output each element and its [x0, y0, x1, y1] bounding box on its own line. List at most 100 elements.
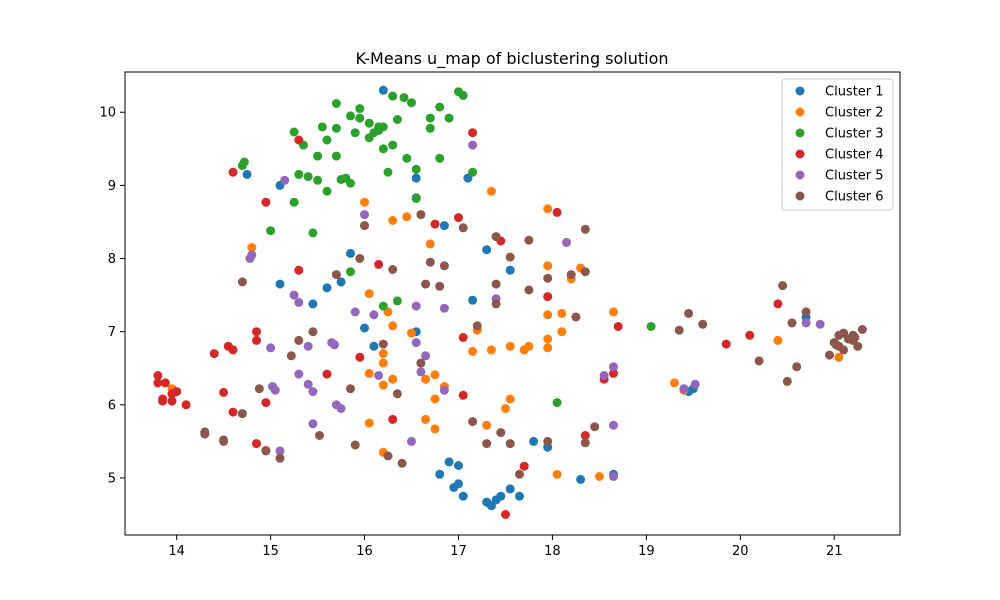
data-point — [519, 461, 529, 471]
data-point — [360, 197, 369, 207]
data-point — [261, 197, 271, 207]
data-point — [594, 472, 604, 481]
data-point — [378, 301, 388, 311]
data-point — [336, 404, 346, 413]
data-point — [322, 369, 332, 379]
plot-frame — [124, 71, 901, 536]
data-point — [482, 245, 492, 255]
data-point — [388, 374, 398, 384]
data-point — [388, 321, 398, 331]
data-point — [430, 370, 440, 380]
data-point — [439, 385, 449, 395]
data-point — [286, 351, 296, 361]
data-point — [801, 318, 811, 328]
data-point — [411, 301, 421, 311]
data-point — [336, 277, 346, 287]
legend-label: Cluster 4 — [825, 148, 884, 163]
data-point — [369, 310, 379, 320]
data-point — [383, 167, 393, 177]
data-point — [857, 325, 867, 334]
data-point — [355, 254, 365, 263]
data-point — [388, 414, 398, 424]
data-point — [491, 299, 501, 309]
data-point — [237, 277, 247, 287]
data-point — [458, 333, 468, 342]
data-point — [482, 420, 492, 430]
data-point — [745, 330, 755, 340]
data-point — [355, 352, 365, 362]
data-point — [369, 341, 379, 351]
data-point — [576, 474, 586, 484]
data-point — [411, 194, 421, 203]
data-point — [580, 438, 590, 448]
data-point — [237, 409, 247, 419]
data-point — [167, 396, 177, 406]
series-5 — [245, 140, 825, 481]
legend-marker — [795, 107, 805, 117]
y-tick-label: 6 — [108, 398, 116, 413]
data-point — [543, 204, 553, 214]
data-point — [172, 387, 182, 397]
data-point — [388, 216, 398, 225]
x-tick-label: 18 — [544, 544, 561, 559]
legend-box — [781, 78, 894, 211]
data-point — [505, 265, 515, 275]
data-point — [313, 151, 323, 161]
legend-label: Cluster 3 — [825, 127, 884, 142]
data-point — [454, 479, 463, 489]
data-point — [228, 167, 238, 177]
legend-marker — [795, 86, 805, 96]
data-point — [346, 178, 355, 188]
data-point — [458, 223, 468, 233]
data-point — [439, 221, 449, 231]
legend-marker — [795, 128, 805, 138]
data-point — [374, 126, 384, 135]
data-point — [501, 510, 510, 519]
x-tick-label: 16 — [356, 544, 373, 559]
data-point — [294, 265, 304, 275]
data-point — [261, 398, 271, 408]
data-point — [792, 362, 802, 372]
data-point — [496, 428, 506, 438]
data-point — [543, 310, 553, 320]
data-point — [364, 418, 374, 428]
x-tick-label: 17 — [450, 544, 467, 559]
data-point — [322, 186, 332, 196]
series-3 — [237, 87, 656, 408]
data-point — [252, 439, 261, 449]
data-point — [355, 113, 365, 123]
data-point — [270, 385, 280, 395]
data-point — [839, 345, 849, 355]
data-point — [346, 248, 355, 258]
data-point — [468, 295, 478, 305]
legend-marker — [795, 149, 805, 159]
data-point — [266, 226, 276, 236]
data-point — [468, 128, 478, 138]
data-point — [491, 232, 501, 242]
data-point — [402, 153, 412, 163]
data-point — [392, 389, 402, 399]
data-point — [679, 384, 689, 394]
data-point — [468, 346, 478, 356]
data-point — [421, 279, 431, 289]
y-tick-label: 10 — [99, 106, 116, 121]
data-point — [308, 327, 318, 337]
data-point — [557, 308, 567, 318]
data-point — [482, 439, 492, 449]
data-point — [360, 323, 369, 333]
data-point — [454, 213, 463, 223]
data-point — [609, 362, 618, 372]
data-point — [303, 379, 313, 389]
data-point — [609, 307, 618, 317]
data-point — [552, 207, 562, 217]
data-point — [468, 140, 478, 150]
y-axis: 5 6 7 8 9 10 — [99, 106, 125, 486]
data-point — [543, 261, 553, 271]
data-point — [153, 378, 163, 388]
data-point — [228, 407, 238, 417]
data-point — [346, 111, 355, 121]
data-point — [501, 404, 510, 413]
data-point — [378, 349, 388, 359]
data-point — [850, 333, 860, 342]
data-point — [388, 91, 398, 101]
